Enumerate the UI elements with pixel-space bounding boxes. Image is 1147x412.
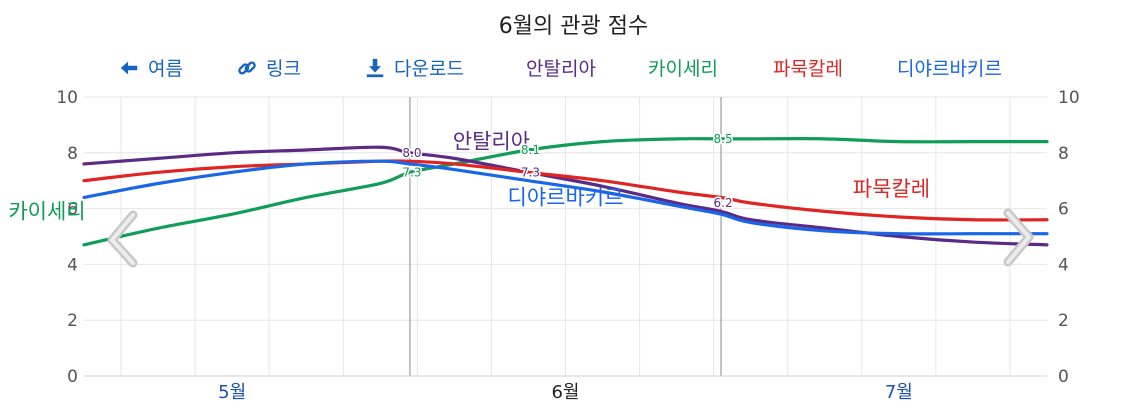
legend-pamukkale[interactable]: 파묵칼레: [773, 58, 843, 80]
back-label: 여름: [148, 58, 183, 80]
x-tick-label: 5월: [218, 382, 246, 403]
y-tick-label-left: 4: [67, 255, 78, 275]
download-button[interactable]: 다운로드: [364, 54, 464, 82]
y-tick-label-left: 6: [67, 200, 78, 220]
series-line-kaiseri: [82, 137, 1049, 247]
point-label: 7.3: [521, 165, 540, 179]
point-label: 8.5: [714, 132, 733, 146]
chart-title: 6월의 관광 점수: [498, 14, 649, 39]
link-icon: [238, 61, 256, 74]
y-tick-label-left: 0: [67, 367, 78, 387]
y-tick-label-right: 2: [1058, 311, 1069, 331]
legend-kaiseri[interactable]: 카이세리: [648, 58, 718, 80]
series-label-antalia: 안탈리아: [453, 130, 530, 154]
series-line-diyarbakir: [82, 159, 1049, 236]
x-tick-label: 7월: [885, 382, 913, 403]
legend-antalia[interactable]: 안탈리아: [526, 58, 596, 80]
arrow-left-icon: [120, 61, 138, 74]
y-tick-label-left: 8: [67, 144, 78, 164]
y-tick-label-right: 4: [1058, 255, 1069, 275]
y-tick-label-left: 10: [56, 88, 78, 108]
series-label-diyarbakir: 디야르바키르: [508, 185, 624, 209]
download-label: 다운로드: [394, 58, 464, 80]
point-label: 6.2: [714, 196, 733, 210]
y-tick-label-left: 2: [67, 311, 78, 331]
y-tick-label-right: 6: [1058, 200, 1069, 220]
next-arrow-icon[interactable]: [1003, 208, 1034, 267]
y-tick-label-right: 8: [1058, 144, 1069, 164]
x-tick-label: 6월: [551, 382, 579, 403]
back-button[interactable]: 여름: [118, 54, 183, 82]
link-label: 링크: [266, 58, 301, 80]
series-line-pamukkale: [82, 159, 1049, 222]
series-label-pamukkale: 파묵칼레: [853, 177, 930, 201]
download-icon: [366, 58, 384, 77]
point-label: 8.1: [521, 143, 540, 157]
point-label: 7.3: [402, 165, 421, 179]
legend-diyarbakir[interactable]: 디야르바키르: [897, 58, 1002, 80]
point-label: 8.0: [402, 146, 421, 160]
link-button[interactable]: 링크: [236, 54, 301, 82]
prev-arrow-icon[interactable]: [107, 210, 138, 268]
y-tick-label-right: 0: [1058, 367, 1069, 387]
series-label-kaiseri: 카이세리: [8, 199, 85, 223]
y-tick-label-right: 10: [1058, 88, 1080, 108]
